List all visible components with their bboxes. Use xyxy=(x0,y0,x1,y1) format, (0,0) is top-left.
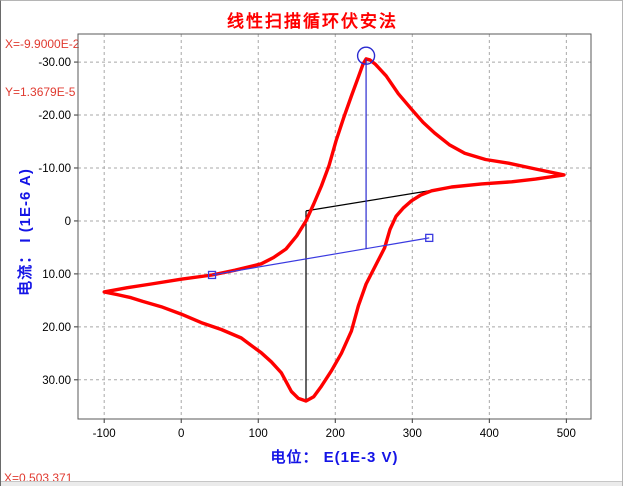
x-tick-label: 400 xyxy=(480,428,499,440)
black-baseline-line xyxy=(305,190,430,212)
y-tick-label: 10.00 xyxy=(42,269,71,281)
cv-curve xyxy=(102,57,566,403)
peak-marker-circle[interactable] xyxy=(356,46,376,65)
y-tick-label: -30.00 xyxy=(38,57,71,69)
x-tick-label: 500 xyxy=(557,428,576,440)
x-axis-label: 电位： E(1E-3 V) xyxy=(270,449,399,466)
x-tick-label: 300 xyxy=(403,428,422,440)
y-tick-label: 20.00 xyxy=(42,322,71,334)
y-tick-label: -10.00 xyxy=(38,163,71,175)
y-tick-label: -20.00 xyxy=(38,110,71,122)
x-tick-label: 200 xyxy=(326,428,345,440)
cursor-y-value: Y=1.3679E-5 xyxy=(5,85,76,99)
y-axis-label: 电流： I (1E-6 A) xyxy=(17,168,34,296)
window-bottom-edge xyxy=(1,481,622,486)
baseline-handle-square[interactable] xyxy=(425,233,434,243)
y-tick-label: 30.00 xyxy=(42,375,71,387)
cursor-readout-bottom: X=0.503 371 Y=2.1715E-5 xyxy=(4,438,74,486)
x-tick-label: -100 xyxy=(93,428,116,440)
chart-title: 线性扫描循环伏安法 xyxy=(227,12,398,31)
y-tick-label: 0 xyxy=(65,216,71,228)
plot-border xyxy=(77,33,592,420)
blue-baseline-line[interactable] xyxy=(211,237,430,276)
cursor-x-value: X=-9.9000E-2 xyxy=(5,37,80,51)
cursor-readout-top: X=-9.9000E-2 Y=1.3679E-5 xyxy=(5,4,79,132)
x-tick-label: 0 xyxy=(178,428,184,440)
x-tick-label: 100 xyxy=(249,428,268,440)
baseline-handle-square[interactable] xyxy=(207,270,217,280)
